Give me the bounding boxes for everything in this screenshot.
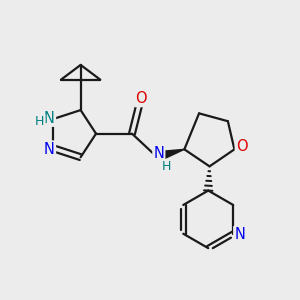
Polygon shape	[160, 149, 184, 160]
Text: H: H	[162, 160, 171, 173]
Text: N: N	[234, 227, 245, 242]
Text: N: N	[44, 111, 55, 126]
Text: O: O	[236, 139, 248, 154]
Text: H: H	[35, 115, 44, 128]
Text: N: N	[153, 146, 164, 161]
Text: O: O	[135, 91, 147, 106]
Text: N: N	[44, 142, 55, 157]
